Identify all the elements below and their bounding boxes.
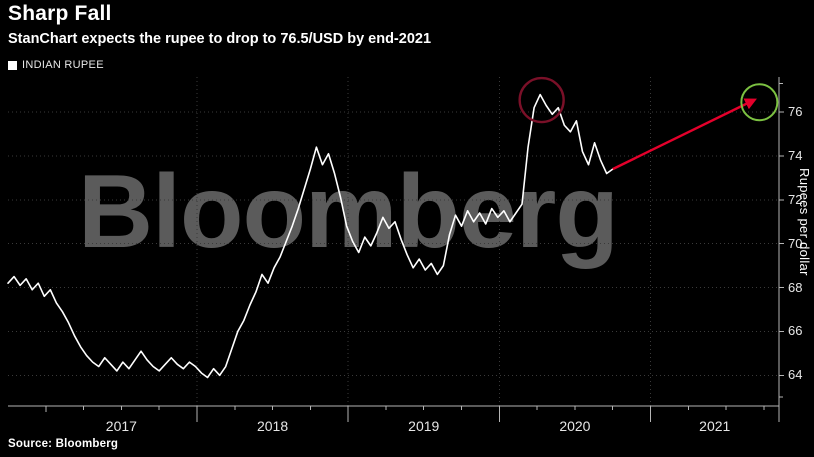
x-tick-label: 2021 — [699, 418, 731, 434]
forecast-projection-arrow — [612, 98, 757, 171]
y-tick-label: 74 — [788, 147, 803, 163]
legend-item-label: INDIAN RUPEE — [22, 59, 104, 71]
y-tick-label: 68 — [788, 279, 803, 295]
x-tick-label: 2017 — [105, 418, 137, 434]
y-axis-ticks — [779, 83, 784, 398]
source-credit: Source: Bloomberg — [8, 438, 119, 450]
y-tick-label: 64 — [788, 367, 803, 383]
y-tick-label: 76 — [788, 104, 803, 120]
plot-area — [0, 72, 814, 422]
chart-canvas — [7, 76, 784, 422]
legend-swatch-icon — [8, 60, 17, 70]
vertical-gridlines — [196, 77, 651, 406]
chart-legend: INDIAN RUPEE — [8, 59, 104, 71]
y-tick-label: 72 — [788, 191, 803, 207]
axis-lines — [8, 77, 780, 407]
x-tick-label: 2018 — [256, 418, 289, 434]
forecast-target-highlight — [740, 83, 779, 122]
chart-header: Sharp Fall StanChart expects the rupee t… — [8, 2, 808, 49]
chart-subtitle: StanChart expects the rupee to drop to 7… — [8, 31, 432, 47]
covid-peak-highlight — [518, 76, 565, 124]
chart-annotations — [518, 76, 779, 171]
x-tick-label: 2019 — [408, 418, 440, 434]
horizontal-gridlines — [8, 111, 779, 376]
x-axis-ticks — [45, 406, 780, 422]
y-axis-title: Rupees per dollar — [797, 168, 812, 276]
x-tick-label: 2020 — [559, 418, 591, 434]
y-tick-label: 70 — [788, 235, 803, 251]
y-tick-label: 66 — [788, 323, 803, 339]
page-title: Sharp Fall — [8, 2, 112, 25]
series-lines — [7, 93, 614, 379]
